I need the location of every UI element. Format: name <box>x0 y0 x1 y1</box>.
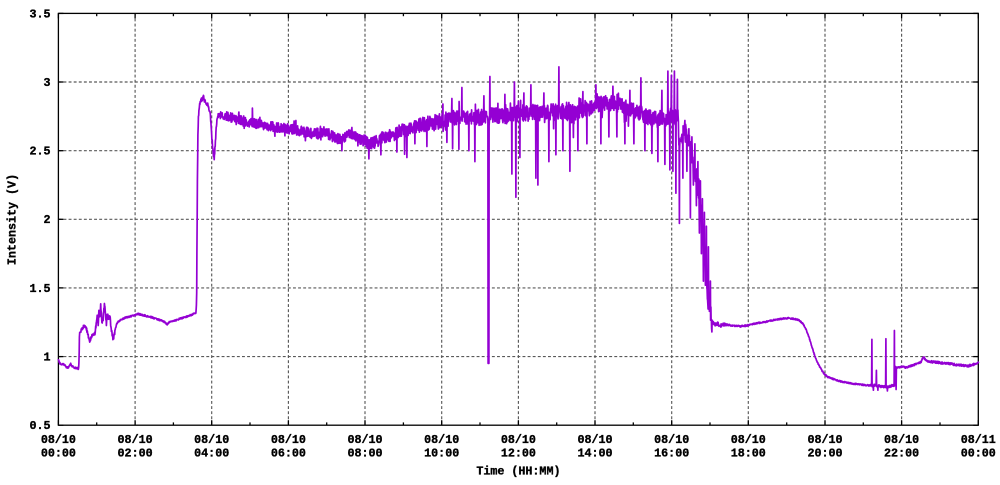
svg-text:14:00: 14:00 <box>577 446 612 460</box>
svg-text:04:00: 04:00 <box>194 446 229 460</box>
svg-text:00:00: 00:00 <box>41 446 76 460</box>
svg-text:Intensity (V): Intensity (V) <box>6 174 20 265</box>
svg-text:10:00: 10:00 <box>424 446 459 460</box>
svg-text:08/10: 08/10 <box>271 433 306 447</box>
svg-text:2: 2 <box>43 213 50 227</box>
svg-text:02:00: 02:00 <box>118 446 153 460</box>
svg-text:08/10: 08/10 <box>194 433 229 447</box>
svg-text:08/10: 08/10 <box>347 433 382 447</box>
svg-text:08/10: 08/10 <box>41 433 76 447</box>
svg-text:08/10: 08/10 <box>118 433 153 447</box>
svg-text:22:00: 22:00 <box>884 446 919 460</box>
svg-text:08/10: 08/10 <box>424 433 459 447</box>
svg-text:08/11: 08/11 <box>961 433 996 447</box>
svg-text:0.5: 0.5 <box>29 419 50 433</box>
svg-text:16:00: 16:00 <box>654 446 689 460</box>
svg-text:08/10: 08/10 <box>577 433 612 447</box>
svg-text:3: 3 <box>43 76 50 90</box>
svg-text:Time (HH:MM): Time (HH:MM) <box>476 465 560 479</box>
svg-text:08/10: 08/10 <box>884 433 919 447</box>
svg-text:00:00: 00:00 <box>961 446 996 460</box>
svg-text:08/10: 08/10 <box>807 433 842 447</box>
svg-text:20:00: 20:00 <box>807 446 842 460</box>
svg-text:1: 1 <box>43 351 50 365</box>
svg-text:06:00: 06:00 <box>271 446 306 460</box>
svg-text:3.5: 3.5 <box>29 7 50 21</box>
svg-text:08/10: 08/10 <box>731 433 766 447</box>
svg-text:1.5: 1.5 <box>29 282 50 296</box>
svg-text:08/10: 08/10 <box>501 433 536 447</box>
svg-text:2.5: 2.5 <box>29 145 50 159</box>
svg-text:08:00: 08:00 <box>347 446 382 460</box>
svg-text:18:00: 18:00 <box>731 446 766 460</box>
svg-text:08/10: 08/10 <box>654 433 689 447</box>
svg-text:12:00: 12:00 <box>501 446 536 460</box>
